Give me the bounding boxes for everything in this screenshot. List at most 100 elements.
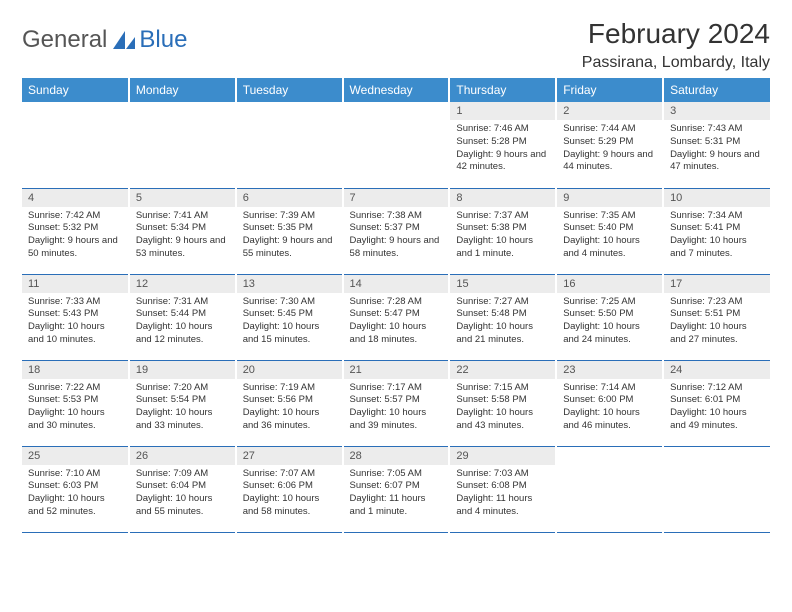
calendar-day-cell: 5Sunrise: 7:41 AMSunset: 5:34 PMDaylight… — [129, 188, 236, 274]
calendar-day-cell: 18Sunrise: 7:22 AMSunset: 5:53 PMDayligh… — [22, 360, 129, 446]
calendar-day-cell: 10Sunrise: 7:34 AMSunset: 5:41 PMDayligh… — [663, 188, 770, 274]
day-body: Sunrise: 7:41 AMSunset: 5:34 PMDaylight:… — [130, 207, 235, 265]
sunset-text: Sunset: 5:38 PM — [456, 222, 549, 235]
day-number: 5 — [130, 189, 235, 207]
title-block: February 2024 Passirana, Lombardy, Italy — [582, 18, 770, 72]
calendar-day-cell: 3Sunrise: 7:43 AMSunset: 5:31 PMDaylight… — [663, 102, 770, 188]
calendar-day-cell — [343, 102, 450, 188]
sunset-text: Sunset: 5:41 PM — [670, 222, 764, 235]
day-number: 15 — [450, 275, 555, 293]
sunrise-text: Sunrise: 7:34 AM — [670, 210, 764, 223]
day-number: 16 — [557, 275, 662, 293]
day-number: 7 — [344, 189, 449, 207]
day-number — [237, 102, 342, 108]
weekday-header: Sunday — [22, 78, 129, 102]
logo-text-blue: Blue — [139, 26, 187, 54]
day-number: 8 — [450, 189, 555, 207]
calendar-day-cell — [22, 102, 129, 188]
daylight-text: Daylight: 10 hours and 33 minutes. — [136, 407, 229, 433]
day-body: Sunrise: 7:37 AMSunset: 5:38 PMDaylight:… — [450, 207, 555, 265]
day-body: Sunrise: 7:10 AMSunset: 6:03 PMDaylight:… — [22, 465, 128, 523]
calendar-day-cell: 13Sunrise: 7:30 AMSunset: 5:45 PMDayligh… — [236, 274, 343, 360]
sunrise-text: Sunrise: 7:44 AM — [563, 123, 656, 136]
day-number: 9 — [557, 189, 662, 207]
daylight-text: Daylight: 10 hours and 12 minutes. — [136, 321, 229, 347]
sunrise-text: Sunrise: 7:03 AM — [456, 468, 549, 481]
daylight-text: Daylight: 9 hours and 44 minutes. — [563, 149, 656, 175]
daylight-text: Daylight: 11 hours and 4 minutes. — [456, 493, 549, 519]
day-number: 22 — [450, 361, 555, 379]
day-number — [557, 447, 662, 453]
sunrise-text: Sunrise: 7:14 AM — [563, 382, 656, 395]
calendar-day-cell: 22Sunrise: 7:15 AMSunset: 5:58 PMDayligh… — [449, 360, 556, 446]
calendar-day-cell: 8Sunrise: 7:37 AMSunset: 5:38 PMDaylight… — [449, 188, 556, 274]
day-body: Sunrise: 7:44 AMSunset: 5:29 PMDaylight:… — [557, 120, 662, 178]
day-body: Sunrise: 7:14 AMSunset: 6:00 PMDaylight:… — [557, 379, 662, 437]
sunset-text: Sunset: 5:37 PM — [350, 222, 443, 235]
sunset-text: Sunset: 6:04 PM — [136, 480, 229, 493]
sunset-text: Sunset: 5:51 PM — [670, 308, 764, 321]
sunrise-text: Sunrise: 7:25 AM — [563, 296, 656, 309]
daylight-text: Daylight: 10 hours and 39 minutes. — [350, 407, 443, 433]
calendar-day-cell: 9Sunrise: 7:35 AMSunset: 5:40 PMDaylight… — [556, 188, 663, 274]
day-body: Sunrise: 7:30 AMSunset: 5:45 PMDaylight:… — [237, 293, 342, 351]
calendar-day-cell: 24Sunrise: 7:12 AMSunset: 6:01 PMDayligh… — [663, 360, 770, 446]
sunrise-text: Sunrise: 7:46 AM — [456, 123, 549, 136]
sunrise-text: Sunrise: 7:37 AM — [456, 210, 549, 223]
sunset-text: Sunset: 5:56 PM — [243, 394, 336, 407]
daylight-text: Daylight: 9 hours and 58 minutes. — [350, 235, 443, 261]
day-body: Sunrise: 7:33 AMSunset: 5:43 PMDaylight:… — [22, 293, 128, 351]
day-number: 1 — [450, 102, 555, 120]
calendar-body: 1Sunrise: 7:46 AMSunset: 5:28 PMDaylight… — [22, 102, 770, 532]
daylight-text: Daylight: 10 hours and 30 minutes. — [28, 407, 122, 433]
calendar-day-cell — [663, 446, 770, 532]
day-number: 12 — [130, 275, 235, 293]
day-number: 23 — [557, 361, 662, 379]
day-number: 26 — [130, 447, 235, 465]
sunset-text: Sunset: 5:48 PM — [456, 308, 549, 321]
day-number: 4 — [22, 189, 128, 207]
sunset-text: Sunset: 5:35 PM — [243, 222, 336, 235]
day-number: 13 — [237, 275, 342, 293]
calendar-week-row: 18Sunrise: 7:22 AMSunset: 5:53 PMDayligh… — [22, 360, 770, 446]
sunset-text: Sunset: 6:07 PM — [350, 480, 443, 493]
sunrise-text: Sunrise: 7:42 AM — [28, 210, 122, 223]
daylight-text: Daylight: 10 hours and 21 minutes. — [456, 321, 549, 347]
sunrise-text: Sunrise: 7:30 AM — [243, 296, 336, 309]
day-number: 2 — [557, 102, 662, 120]
calendar-day-cell: 28Sunrise: 7:05 AMSunset: 6:07 PMDayligh… — [343, 446, 450, 532]
sunset-text: Sunset: 5:53 PM — [28, 394, 122, 407]
day-body: Sunrise: 7:25 AMSunset: 5:50 PMDaylight:… — [557, 293, 662, 351]
sunrise-text: Sunrise: 7:15 AM — [456, 382, 549, 395]
calendar-day-cell: 11Sunrise: 7:33 AMSunset: 5:43 PMDayligh… — [22, 274, 129, 360]
day-body: Sunrise: 7:38 AMSunset: 5:37 PMDaylight:… — [344, 207, 449, 265]
day-number: 18 — [22, 361, 128, 379]
sunset-text: Sunset: 6:01 PM — [670, 394, 764, 407]
day-number — [344, 102, 449, 108]
daylight-text: Daylight: 10 hours and 10 minutes. — [28, 321, 122, 347]
calendar-day-cell: 16Sunrise: 7:25 AMSunset: 5:50 PMDayligh… — [556, 274, 663, 360]
weekday-header: Wednesday — [343, 78, 450, 102]
day-number — [664, 447, 770, 453]
sunrise-text: Sunrise: 7:33 AM — [28, 296, 122, 309]
day-body: Sunrise: 7:22 AMSunset: 5:53 PMDaylight:… — [22, 379, 128, 437]
sunset-text: Sunset: 5:43 PM — [28, 308, 122, 321]
sunrise-text: Sunrise: 7:22 AM — [28, 382, 122, 395]
day-number: 14 — [344, 275, 449, 293]
sunset-text: Sunset: 5:40 PM — [563, 222, 656, 235]
day-number: 21 — [344, 361, 449, 379]
logo-sail-icon — [111, 29, 137, 51]
sunset-text: Sunset: 5:44 PM — [136, 308, 229, 321]
day-body: Sunrise: 7:28 AMSunset: 5:47 PMDaylight:… — [344, 293, 449, 351]
sunset-text: Sunset: 5:31 PM — [670, 136, 764, 149]
daylight-text: Daylight: 10 hours and 36 minutes. — [243, 407, 336, 433]
day-body: Sunrise: 7:27 AMSunset: 5:48 PMDaylight:… — [450, 293, 555, 351]
calendar-day-cell: 20Sunrise: 7:19 AMSunset: 5:56 PMDayligh… — [236, 360, 343, 446]
daylight-text: Daylight: 10 hours and 58 minutes. — [243, 493, 336, 519]
sunset-text: Sunset: 5:47 PM — [350, 308, 443, 321]
sunrise-text: Sunrise: 7:19 AM — [243, 382, 336, 395]
header: General Blue February 2024 Passirana, Lo… — [22, 18, 770, 72]
day-body: Sunrise: 7:17 AMSunset: 5:57 PMDaylight:… — [344, 379, 449, 437]
sunrise-text: Sunrise: 7:07 AM — [243, 468, 336, 481]
sunrise-text: Sunrise: 7:38 AM — [350, 210, 443, 223]
